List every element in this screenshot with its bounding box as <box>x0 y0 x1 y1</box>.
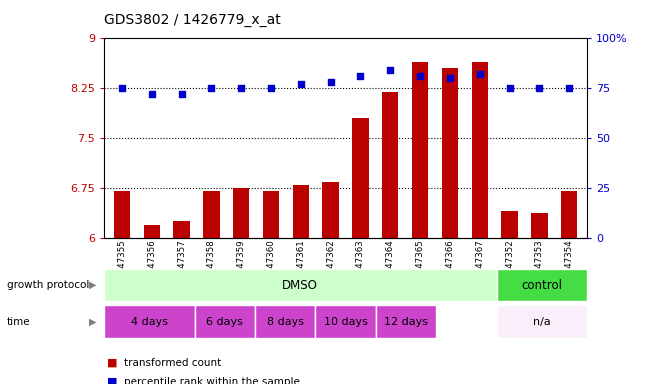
Text: transformed count: transformed count <box>124 358 221 368</box>
Bar <box>233 188 250 238</box>
Text: time: time <box>7 316 30 327</box>
Point <box>355 73 366 79</box>
Bar <box>501 212 518 238</box>
Point <box>385 67 396 73</box>
Bar <box>382 92 399 238</box>
Text: 6 days: 6 days <box>207 316 243 327</box>
Bar <box>412 62 428 238</box>
Bar <box>173 222 190 238</box>
Bar <box>113 192 130 238</box>
Text: 10 days: 10 days <box>323 316 368 327</box>
Point <box>415 73 425 79</box>
Bar <box>323 182 339 238</box>
Bar <box>104 305 195 338</box>
Bar <box>442 68 458 238</box>
Bar <box>497 305 587 338</box>
Point <box>117 85 127 91</box>
Point <box>176 91 187 98</box>
Bar <box>255 305 315 338</box>
Bar <box>561 192 578 238</box>
Text: n/a: n/a <box>533 316 551 327</box>
Bar <box>497 269 587 301</box>
Text: 8 days: 8 days <box>266 316 304 327</box>
Point <box>206 85 217 91</box>
Text: ▶: ▶ <box>89 316 97 327</box>
Bar <box>104 269 497 301</box>
Text: ■: ■ <box>107 377 118 384</box>
Point <box>325 79 336 85</box>
Text: ▶: ▶ <box>89 280 97 290</box>
Bar <box>293 185 309 238</box>
Bar <box>531 213 548 238</box>
Point <box>146 91 157 98</box>
Text: percentile rank within the sample: percentile rank within the sample <box>124 377 300 384</box>
Point <box>474 71 485 78</box>
Text: 12 days: 12 days <box>384 316 428 327</box>
Text: DMSO: DMSO <box>282 279 318 291</box>
Point <box>504 85 515 91</box>
Bar <box>315 305 376 338</box>
Point <box>445 75 456 81</box>
Point <box>266 85 276 91</box>
Text: ■: ■ <box>107 358 118 368</box>
Point <box>236 85 246 91</box>
Bar <box>195 305 255 338</box>
Bar <box>472 62 488 238</box>
Text: control: control <box>521 279 562 291</box>
Point <box>534 85 545 91</box>
Point <box>295 81 306 88</box>
Bar <box>144 225 160 238</box>
Text: 4 days: 4 days <box>131 316 168 327</box>
Bar <box>352 118 368 238</box>
Bar <box>376 305 436 338</box>
Text: GDS3802 / 1426779_x_at: GDS3802 / 1426779_x_at <box>104 13 280 27</box>
Point <box>564 85 574 91</box>
Bar <box>203 192 219 238</box>
Text: growth protocol: growth protocol <box>7 280 89 290</box>
Bar <box>263 192 279 238</box>
